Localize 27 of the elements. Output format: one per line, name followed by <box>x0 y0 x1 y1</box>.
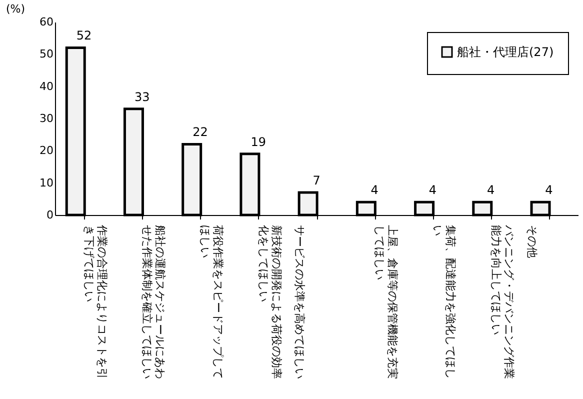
x-tick-label: 作業の合理化によりコストを引き下げてほしい <box>82 224 108 379</box>
data-label: 4 <box>370 183 378 198</box>
x-tick-label: 上屋、倉庫等の保管機能を充実してほしい <box>373 225 400 379</box>
data-label: 7 <box>312 173 320 188</box>
data-label: 4 <box>487 183 495 198</box>
data-label: 4 <box>545 183 553 198</box>
y-tick-label: 0 <box>46 208 54 222</box>
data-label: 52 <box>76 28 92 43</box>
y-axis-title: (%) <box>6 2 26 16</box>
x-tick-label: 荷役作業をスピードアップしてほしい <box>198 225 225 379</box>
data-label: 4 <box>428 183 437 198</box>
x-tick-label: 船社の運航スケジュールにあわせた作業体制を確立してほしい <box>140 225 167 379</box>
x-tick-label: バンニング・デバンニング作業能力を向上してほしい <box>489 224 516 379</box>
y-tick-label: 40 <box>40 80 54 93</box>
x-tick-label: サービスの水準を高めてほしい <box>293 225 306 379</box>
legend-label: 船社・代理店(27) <box>457 45 554 59</box>
y-tick-label: 50 <box>40 48 54 61</box>
y-tick-label: 30 <box>40 112 54 125</box>
y-tick-label: 60 <box>40 16 54 28</box>
y-tick-label: 10 <box>40 176 54 190</box>
data-label: 22 <box>192 125 208 140</box>
x-tick-label: 新技術の開発による荷役の効率化をしてほしい <box>256 225 283 379</box>
data-label: 33 <box>134 90 150 104</box>
x-tick-label: その他 <box>526 225 539 258</box>
y-tick-label: 20 <box>40 144 54 158</box>
data-label: 19 <box>250 134 266 149</box>
x-tick-label: 集荷、配達能力を強化してほしい <box>431 225 458 379</box>
